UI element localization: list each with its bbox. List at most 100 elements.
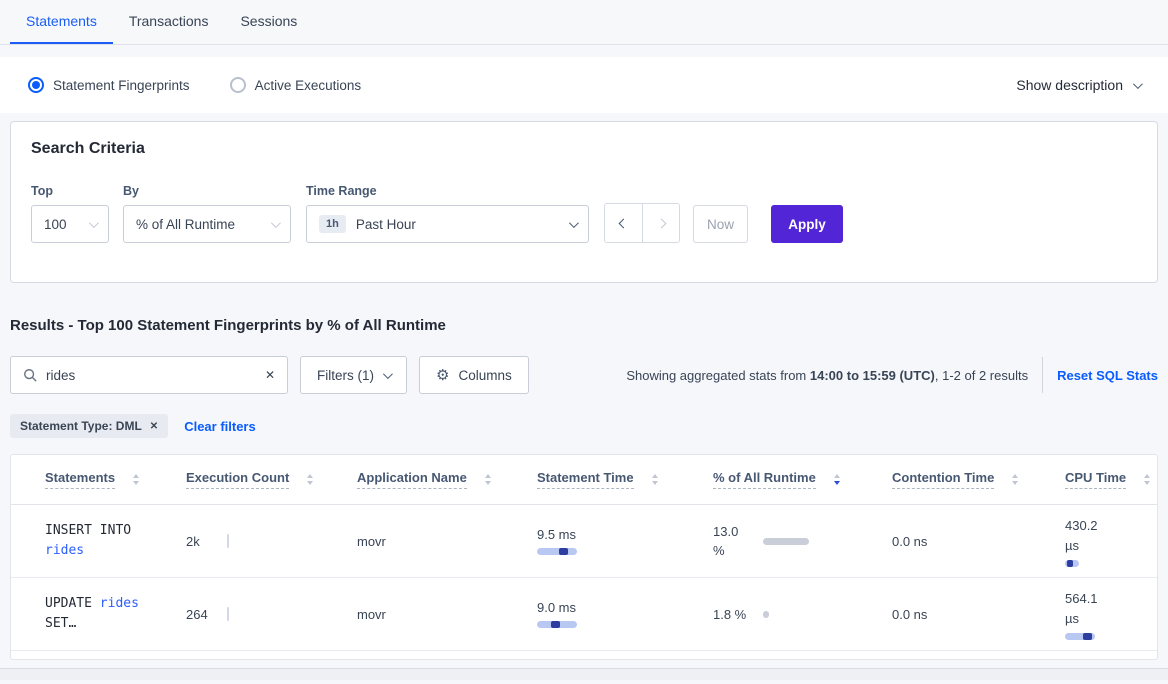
- time-range-select[interactable]: 1h Past Hour: [306, 205, 589, 243]
- by-select[interactable]: % of All Runtime: [123, 205, 291, 243]
- contention-time-value: 0.0 ns: [892, 606, 928, 622]
- statement-cell[interactable]: UPDATE rides SET…: [11, 594, 186, 634]
- execution-count-bar: [227, 607, 229, 621]
- statement-time-cell: 9.5 ms: [537, 527, 713, 555]
- execution-count-value: 264: [186, 606, 208, 622]
- sort-icon[interactable]: [133, 474, 140, 485]
- by-label: By: [123, 184, 139, 198]
- table-row[interactable]: INSERT INTO rides 2k movr 9.5 ms 13.0 % …: [11, 505, 1157, 578]
- now-button[interactable]: Now: [693, 205, 748, 243]
- table-row[interactable]: UPDATE rides SET… 264 movr 9.0 ms 1.8 % …: [11, 578, 1157, 651]
- search-input[interactable]: [46, 367, 256, 383]
- show-description-toggle[interactable]: Show description: [1016, 77, 1143, 93]
- time-pager: [604, 203, 680, 243]
- header-statement-time[interactable]: Statement Time: [537, 470, 713, 489]
- sort-icon[interactable]: [484, 474, 491, 485]
- cpu-time-cell: 564.1 µs: [1065, 589, 1157, 640]
- runtime-bar: [763, 610, 769, 618]
- page-footer-strip: [0, 668, 1168, 680]
- chevron-right-icon: [656, 218, 666, 228]
- results-controls-row: ✕ Filters (1) ⚙ Columns Showing aggregat…: [10, 356, 1158, 394]
- search-criteria-title: Search Criteria: [31, 140, 145, 157]
- header-label: Application Name: [357, 470, 467, 489]
- filters-button-label: Filters (1): [317, 367, 374, 383]
- top-select-value: 100: [44, 216, 67, 232]
- header-contention-time[interactable]: Contention Time: [892, 470, 1065, 489]
- criteria-row: Top 100 By % of All Runtime Time Range 1…: [31, 184, 1137, 243]
- execution-count-bar: [227, 534, 229, 548]
- results-heading: Results - Top 100 Statement Fingerprints…: [10, 317, 446, 334]
- top-label: Top: [31, 184, 53, 198]
- radio-active-executions-label: Active Executions: [254, 77, 362, 93]
- cpu-time-value: 430.2 µs: [1065, 517, 1098, 553]
- statement-link[interactable]: rides: [99, 596, 139, 611]
- filter-chip-row: Statement Type: DML ✕ Clear filters: [10, 414, 1158, 438]
- stats-suffix: , 1-2 of 2 results: [934, 367, 1029, 383]
- header-label: % of All Runtime: [713, 470, 816, 489]
- sort-icon[interactable]: [1012, 474, 1019, 485]
- next-time-button[interactable]: [642, 204, 679, 242]
- cpu-time-bar: [1065, 559, 1079, 567]
- chevron-left-icon: [618, 218, 629, 228]
- top-select[interactable]: 100: [31, 205, 109, 243]
- contention-time-value: 0.0 ns: [892, 533, 928, 549]
- view-toggle-band: Statement Fingerprints Active Executions…: [0, 57, 1168, 113]
- columns-button[interactable]: ⚙ Columns: [419, 356, 529, 394]
- chevron-down-icon: [88, 217, 99, 228]
- application-name-cell: movr: [357, 607, 537, 622]
- statement-link[interactable]: rides: [45, 543, 85, 558]
- header-label: Execution Count: [186, 470, 290, 489]
- sort-icon[interactable]: [1144, 474, 1151, 485]
- header-percent-of-all-runtime[interactable]: % of All Runtime: [713, 470, 892, 489]
- tab-sessions[interactable]: Sessions: [240, 13, 298, 29]
- close-icon[interactable]: ✕: [149, 420, 159, 432]
- stats-range: 14:00 to 15:59 (UTC): [809, 367, 935, 383]
- runtime-bar: [763, 537, 809, 545]
- cpu-time-bar: [1065, 632, 1095, 640]
- tab-transactions[interactable]: Transactions: [128, 13, 209, 29]
- runtime-cell: 1.8 %: [713, 605, 892, 624]
- header-statements[interactable]: Statements: [11, 470, 186, 489]
- contention-time-cell: 0.0 ns: [892, 534, 1065, 549]
- filter-chip-statement-type[interactable]: Statement Type: DML ✕: [10, 414, 169, 438]
- chevron-down-icon: [1132, 78, 1143, 89]
- cpu-time-cell: 430.2 µs: [1065, 516, 1157, 567]
- reset-sql-stats-link[interactable]: Reset SQL Stats: [1057, 367, 1158, 383]
- sort-icon[interactable]: [651, 474, 658, 485]
- header-cpu-time[interactable]: CPU Time: [1065, 470, 1157, 489]
- sort-icon[interactable]: [307, 474, 314, 485]
- execution-count-cell: 2k: [186, 534, 357, 549]
- radio-statement-fingerprints[interactable]: Statement Fingerprints: [28, 77, 190, 93]
- previous-time-button[interactable]: [605, 204, 642, 242]
- radio-unselected-icon[interactable]: [229, 77, 246, 93]
- clear-search-icon[interactable]: ✕: [264, 368, 275, 382]
- search-icon: [24, 369, 37, 382]
- columns-button-label: Columns: [458, 367, 512, 383]
- application-name-value: movr: [357, 533, 386, 549]
- application-name-value: movr: [357, 606, 386, 622]
- statement-search-box: ✕: [10, 356, 288, 394]
- chevron-down-icon: [382, 368, 393, 379]
- statement-cell[interactable]: INSERT INTO rides: [11, 521, 186, 561]
- radio-active-executions[interactable]: Active Executions: [229, 77, 362, 93]
- statement-time-cell: 9.0 ms: [537, 600, 713, 628]
- header-execution-count[interactable]: Execution Count: [186, 470, 357, 489]
- show-description-label: Show description: [1016, 77, 1123, 93]
- statement-rest: SET…: [45, 616, 77, 631]
- time-range-label: Time Range: [306, 184, 377, 198]
- header-application-name[interactable]: Application Name: [357, 470, 537, 489]
- filters-button[interactable]: Filters (1): [300, 356, 407, 394]
- runtime-value: 1.8 %: [713, 606, 747, 622]
- header-label: Statements: [45, 470, 116, 489]
- radio-selected-icon[interactable]: [28, 77, 44, 93]
- sort-icon-active[interactable]: [833, 474, 840, 485]
- header-label: CPU Time: [1065, 470, 1127, 489]
- cpu-time-value: 564.1 µs: [1065, 590, 1098, 626]
- tab-statements[interactable]: Statements: [10, 0, 113, 44]
- stats-prefix: Showing aggregated stats from: [626, 367, 810, 383]
- clear-filters-link[interactable]: Clear filters: [184, 418, 256, 434]
- apply-button[interactable]: Apply: [771, 205, 843, 243]
- chevron-down-icon: [270, 217, 281, 228]
- radio-statement-fingerprints-label: Statement Fingerprints: [53, 77, 190, 93]
- statement-keyword: INSERT INTO: [45, 523, 132, 538]
